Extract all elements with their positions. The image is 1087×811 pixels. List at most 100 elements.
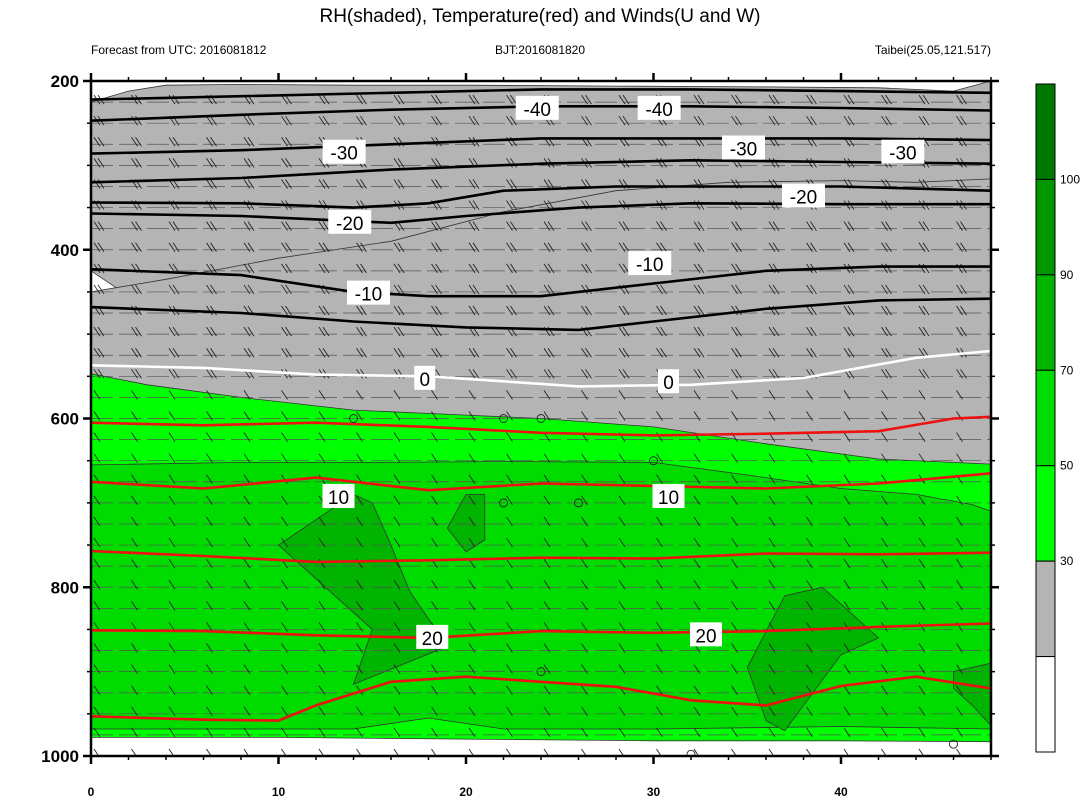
wind-barb: [881, 242, 888, 252]
wind-barb: [697, 326, 705, 337]
x-tick-label: 30: [647, 785, 661, 799]
calm-marker: [574, 498, 583, 508]
y-tick-label: 1000: [41, 747, 79, 766]
wind-barb: [543, 580, 551, 590]
wind-barb: [431, 474, 438, 485]
wind-barb: [581, 748, 587, 756]
wind-barb: [618, 706, 626, 717]
wind-barb: [431, 664, 438, 674]
wind-barb: [693, 411, 701, 421]
wind-barb: [468, 601, 476, 611]
wind-barb: [881, 453, 888, 463]
wind-barb: [247, 347, 255, 358]
contour-labels: -40 -40 -30 -30 -30 -20 -20 -10 -10 0 0 10 10 20 20: [322, 95, 925, 650]
wind-barb: [356, 580, 363, 590]
wind-barb: [585, 305, 592, 316]
wind-barb: [318, 94, 326, 105]
y-tick-label: 600: [51, 410, 79, 429]
wind-barb: [656, 706, 663, 717]
wind-barb: [581, 305, 588, 316]
wind-barb: [285, 305, 292, 316]
wind-barb: [243, 643, 251, 653]
wind-barb: [97, 369, 105, 379]
wind-barb: [918, 580, 926, 590]
wind-barb: [956, 242, 963, 252]
wind-barb: [918, 516, 926, 527]
wind-barb: [768, 643, 776, 653]
wind-barb: [131, 495, 138, 506]
wind-barb: [956, 390, 963, 400]
wind-barb: [168, 727, 176, 738]
wind-barb: [506, 601, 513, 611]
wind-barb: [468, 748, 475, 756]
wind-barb: [397, 94, 405, 105]
wind-barb: [693, 601, 701, 611]
wind-barb: [131, 390, 138, 400]
wind-barb: [468, 411, 476, 421]
wind-barb: [994, 348, 1000, 357]
wind-barb: [285, 179, 292, 189]
wind-barb: [472, 115, 480, 126]
wind-barb: [656, 242, 663, 252]
isotherm--10: [91, 297, 991, 332]
wind-barb: [918, 664, 926, 674]
wind-barb: [772, 221, 780, 231]
wind-barb: [281, 137, 288, 147]
wind-barb: [581, 685, 588, 695]
wind-barb: [243, 516, 251, 527]
wind-barb: [960, 284, 967, 295]
wind-barb: [881, 305, 888, 316]
contour-label: 20: [422, 629, 443, 650]
wind-barb: [322, 263, 330, 274]
wind-barb: [994, 390, 1000, 399]
wind-barb: [768, 706, 776, 717]
wind-barb: [735, 347, 742, 358]
wind-barb: [618, 558, 626, 569]
wind-barb: [843, 580, 851, 590]
wind-barb: [843, 748, 850, 756]
contour-label: -10: [355, 285, 382, 306]
wind-barb: [735, 221, 742, 231]
wind-barb: [547, 221, 555, 231]
wind-barb: [806, 94, 813, 105]
contour-label: -10: [636, 255, 663, 276]
wind-barb: [843, 495, 851, 506]
wind-barb: [543, 558, 551, 569]
wind-barb: [994, 728, 1000, 737]
wind-barb: [206, 748, 212, 756]
wind-barb: [806, 558, 813, 569]
wind-barb: [506, 580, 513, 590]
wind-barb: [506, 685, 513, 695]
contour-label-box: [328, 209, 372, 234]
wind-barb: [510, 263, 517, 274]
wind-barb: [806, 115, 813, 126]
wind-barb: [998, 348, 1004, 357]
wind-barb: [697, 263, 705, 274]
wind-barb: [543, 411, 551, 421]
wind-barb: [393, 115, 401, 126]
wind-barb: [247, 200, 255, 210]
wind-barb: [168, 221, 176, 231]
wind-barb: [806, 601, 813, 611]
colorbar-segment: [1035, 83, 1056, 180]
wind-barb: [468, 727, 476, 738]
wind-barb: [881, 537, 888, 548]
wind-barb: [243, 664, 251, 674]
wind-barb: [994, 475, 1000, 484]
wind-barb: [506, 664, 513, 674]
wind-barb: [843, 643, 851, 653]
wind-barb: [806, 305, 813, 316]
wind-barb: [768, 326, 776, 337]
wind-barb: [994, 95, 1000, 104]
contour-label-box: [637, 95, 681, 120]
wind-barb: [843, 664, 851, 674]
wind-barb: [581, 474, 588, 485]
wind-barb: [806, 727, 813, 738]
calm-marker: [349, 414, 358, 423]
wind-barb: [547, 284, 555, 295]
wind-barb: [506, 474, 513, 485]
rh-band-7: [446, 493, 486, 553]
wind-barb: [998, 137, 1004, 146]
wind-barb: [131, 369, 138, 379]
wind-barb: [510, 347, 517, 358]
